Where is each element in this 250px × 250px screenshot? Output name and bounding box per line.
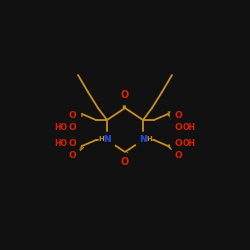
Text: O: O — [174, 150, 182, 160]
Text: H: H — [146, 136, 152, 142]
Text: O: O — [68, 150, 76, 160]
Text: O: O — [68, 138, 76, 147]
Text: N: N — [103, 136, 111, 144]
Text: N: N — [139, 136, 147, 144]
Text: O: O — [121, 90, 129, 100]
Text: O: O — [174, 138, 182, 147]
Text: O: O — [68, 110, 76, 120]
Text: N: N — [139, 136, 147, 144]
Text: O: O — [174, 110, 182, 120]
Text: OH: OH — [183, 122, 196, 132]
Text: HO: HO — [54, 122, 67, 132]
Text: OH: OH — [183, 138, 196, 147]
Text: O: O — [121, 157, 129, 167]
Text: N: N — [103, 136, 111, 144]
Text: O: O — [68, 122, 76, 132]
Text: O: O — [174, 122, 182, 132]
Text: HO: HO — [54, 138, 67, 147]
Text: H: H — [98, 136, 104, 142]
